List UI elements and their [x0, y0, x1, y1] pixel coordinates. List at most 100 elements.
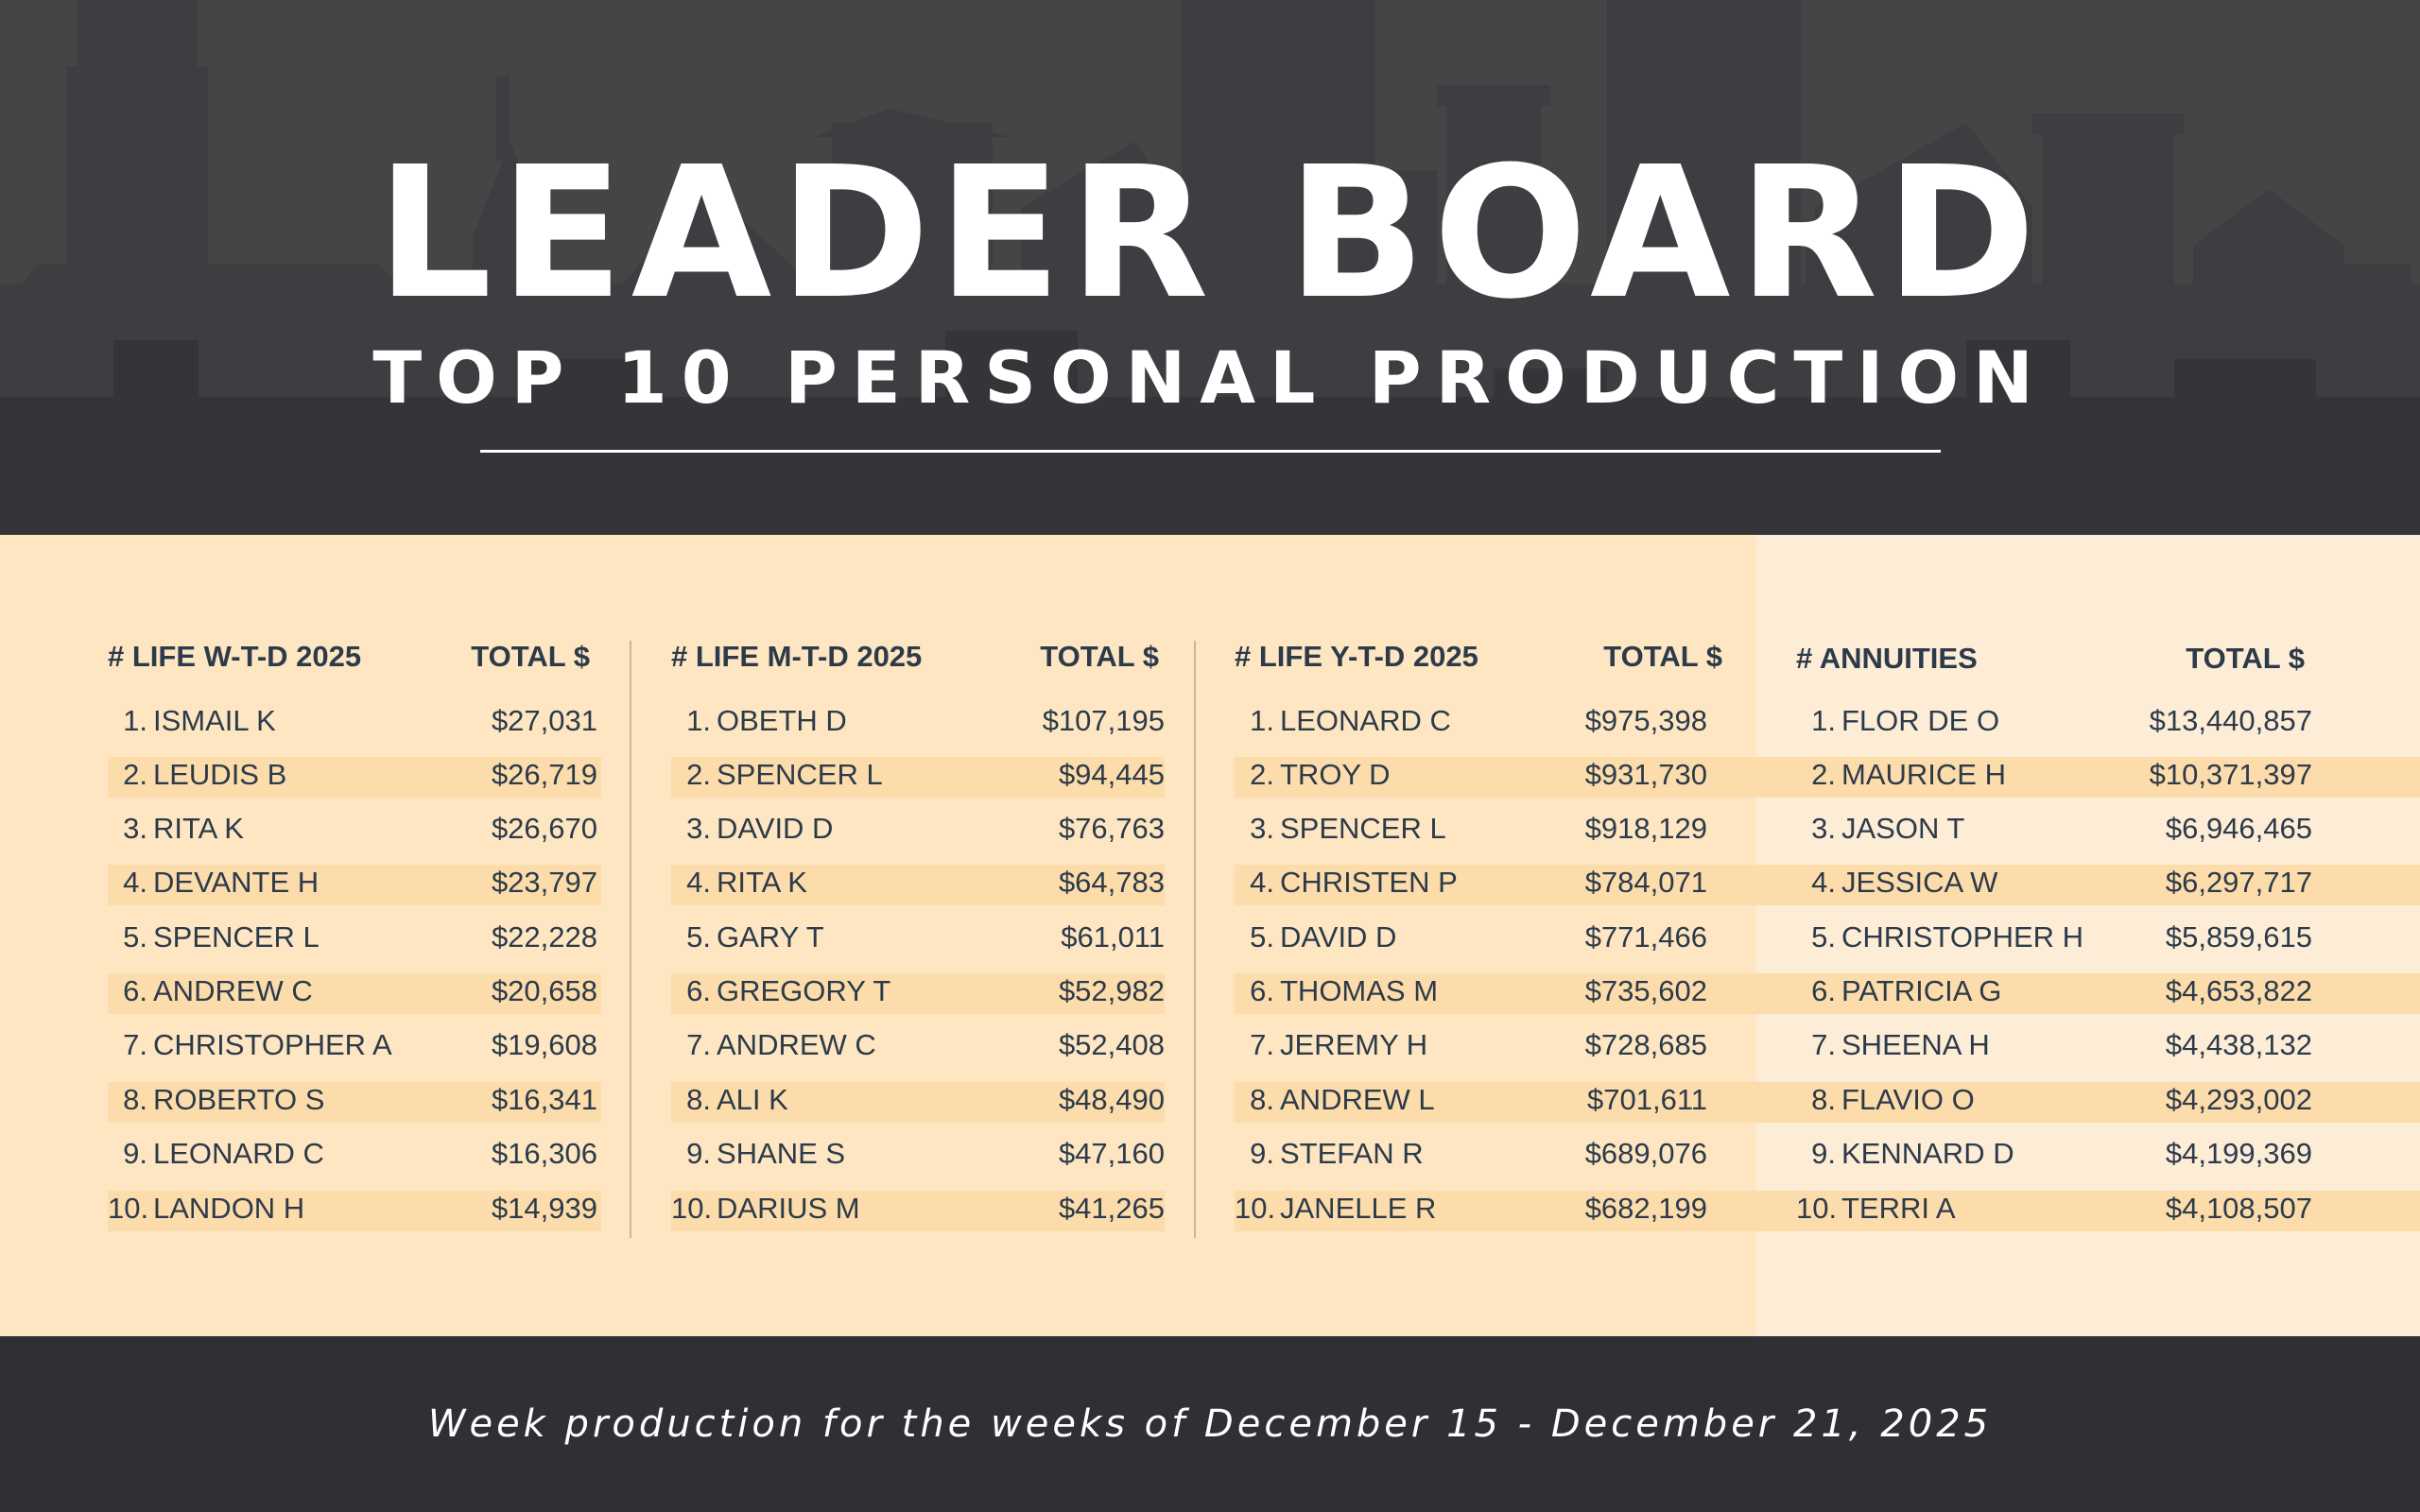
- row-rank: 4.: [123, 866, 147, 899]
- leaderboard-row: 2. SPENCER L $94,445: [671, 747, 1165, 801]
- leaderboard-row: 3. JASON T $6,946,465: [1796, 801, 2312, 855]
- row-amount: $6,297,717: [2165, 866, 2312, 899]
- row-name: STEFAN R: [1280, 1137, 1424, 1170]
- leaderboard-row: 8. ANDREW L $701,611: [1235, 1073, 1707, 1126]
- leaderboard-row: 4. JESSICA W $6,297,717: [1796, 855, 2312, 909]
- row-stripe: [1756, 757, 2420, 798]
- row-name: GREGORY T: [717, 974, 891, 1007]
- leaderboard-row: 2. MAURICE H $10,371,397: [1796, 747, 2312, 801]
- row-stripe: [671, 1082, 1165, 1123]
- leaderboard-row: 9. LEONARD C $16,306: [108, 1126, 597, 1180]
- row-amount: $4,108,507: [2165, 1192, 2312, 1225]
- row-rank: 1.: [686, 704, 711, 737]
- row-stripe: [671, 757, 1165, 798]
- row-name: CHRISTEN P: [1280, 866, 1458, 899]
- row-name: KENNARD D: [1841, 1137, 2014, 1170]
- row-stripe: [108, 757, 601, 798]
- row-rank: 8.: [1811, 1083, 1836, 1116]
- row-rank: 2.: [1811, 758, 1836, 791]
- leaderboard-column-life-wtd: # LIFE W-T-D 2025 TOTAL $ 1. ISMAIL K $27,…: [108, 535, 597, 1336]
- row-rank: 10.: [108, 1192, 149, 1225]
- footer-date-range: Week production for the weeks of Decembe…: [427, 1402, 1993, 1446]
- leaderboard-row: 1. OBETH D $107,195: [671, 694, 1165, 747]
- row-rank: 7.: [686, 1028, 711, 1061]
- row-stripe: [1235, 757, 1756, 798]
- row-amount: $918,129: [1584, 812, 1707, 845]
- row-name: ANDREW C: [717, 1028, 876, 1061]
- column-header: # LIFE W-T-D 2025 TOTAL $: [108, 633, 597, 680]
- footer-bar: Week production for the weeks of Decembe…: [0, 1336, 2420, 1512]
- row-stripe: [671, 865, 1165, 905]
- leaderboard-row: 4. DEVANTE H $23,797: [108, 855, 597, 909]
- row-stripe: [1756, 973, 2420, 1014]
- row-rank: 10.: [1796, 1192, 1838, 1225]
- column-divider: [630, 641, 631, 1238]
- row-rank: 6.: [1250, 974, 1274, 1007]
- row-amount: $52,408: [1058, 1028, 1165, 1061]
- leaderboard-row: 9. KENNARD D $4,199,369: [1796, 1126, 2312, 1180]
- row-rank: 5.: [1811, 920, 1836, 954]
- leaderboard-row: 5. SPENCER L $22,228: [108, 910, 597, 964]
- row-stripe: [108, 973, 601, 1014]
- row-name: GARY T: [717, 920, 824, 954]
- row-rank: 8.: [1250, 1083, 1274, 1116]
- leaderboard-row: 7. ANDREW C $52,408: [671, 1018, 1165, 1072]
- column-category-label: # ANNUITIES: [1796, 642, 1978, 675]
- leaderboard-row: 3. RITA K $26,670: [108, 801, 597, 855]
- leaderboard-row: 1. LEONARD C $975,398: [1235, 694, 1707, 747]
- row-name: OBETH D: [717, 704, 847, 737]
- row-name: CHRISTOPHER H: [1841, 920, 2084, 954]
- row-rank: 6.: [686, 974, 711, 1007]
- row-amount: $5,859,615: [2165, 920, 2312, 954]
- city-skyline-graphic: [0, 0, 2420, 535]
- column-total-label: TOTAL $: [2186, 642, 2305, 675]
- leaderboard-row: 8. ROBERTO S $16,341: [108, 1073, 597, 1126]
- row-stripe: [1235, 973, 1756, 1014]
- column-header: # LIFE M-T-D 2025 TOTAL $: [671, 633, 1165, 680]
- row-stripe: [1235, 865, 1756, 905]
- row-amount: $4,653,822: [2165, 974, 2312, 1007]
- row-stripe: [1756, 865, 2420, 905]
- row-name: THOMAS M: [1280, 974, 1439, 1007]
- row-rank: 9.: [1250, 1137, 1274, 1170]
- row-stripe: [671, 973, 1165, 1014]
- leaderboard-column-life-ytd: # LIFE Y-T-D 2025 TOTAL $ 1. LEONARD C $97…: [1235, 535, 1722, 1336]
- column-total-label: TOTAL $: [471, 640, 590, 673]
- row-rank: 2.: [123, 758, 147, 791]
- row-amount: $4,438,132: [2165, 1028, 2312, 1061]
- column-total-label: TOTAL $: [1603, 640, 1722, 673]
- row-name: SPENCER L: [1280, 812, 1446, 845]
- row-stripe: [1756, 1082, 2420, 1123]
- leaderboard-row: 5. CHRISTOPHER H $5,859,615: [1796, 910, 2312, 964]
- row-amount: $20,658: [491, 974, 597, 1007]
- leaderboard-row: 5. GARY T $61,011: [671, 910, 1165, 964]
- row-amount: $13,440,857: [2149, 704, 2312, 737]
- row-rank: 9.: [123, 1137, 147, 1170]
- row-rank: 8.: [686, 1083, 711, 1116]
- row-amount: $26,719: [491, 758, 597, 791]
- row-rank: 6.: [1811, 974, 1836, 1007]
- row-rank: 4.: [1811, 866, 1836, 899]
- row-rank: 10.: [1235, 1192, 1276, 1225]
- leaderboard-column-life-mtd: # LIFE M-T-D 2025 TOTAL $ 1. OBETH D $107,…: [671, 535, 1165, 1336]
- row-name: MAURICE H: [1841, 758, 2006, 791]
- header-banner: LEADER BOARD TOP 10 PERSONAL PRODUCTION: [0, 0, 2420, 535]
- row-rank: 7.: [1250, 1028, 1274, 1061]
- row-amount: $76,763: [1058, 812, 1165, 845]
- row-amount: $19,608: [491, 1028, 597, 1061]
- row-amount: $10,371,397: [2149, 758, 2312, 791]
- row-rank: 3.: [1811, 812, 1836, 845]
- row-amount: $689,076: [1584, 1137, 1707, 1170]
- row-rank: 3.: [686, 812, 711, 845]
- row-amount: $94,445: [1058, 758, 1165, 791]
- row-name: FLAVIO O: [1841, 1083, 1975, 1116]
- row-name: JASON T: [1841, 812, 1965, 845]
- row-name: ALI K: [717, 1083, 788, 1116]
- row-amount: $4,199,369: [2165, 1137, 2312, 1170]
- page-title: LEADER BOARD: [376, 129, 2044, 339]
- leaderboard-row: 4. CHRISTEN P $784,071: [1235, 855, 1707, 909]
- row-name: LEONARD C: [153, 1137, 324, 1170]
- row-rank: 6.: [123, 974, 147, 1007]
- row-rank: 5.: [1250, 920, 1274, 954]
- row-stripe: [1235, 1191, 1756, 1231]
